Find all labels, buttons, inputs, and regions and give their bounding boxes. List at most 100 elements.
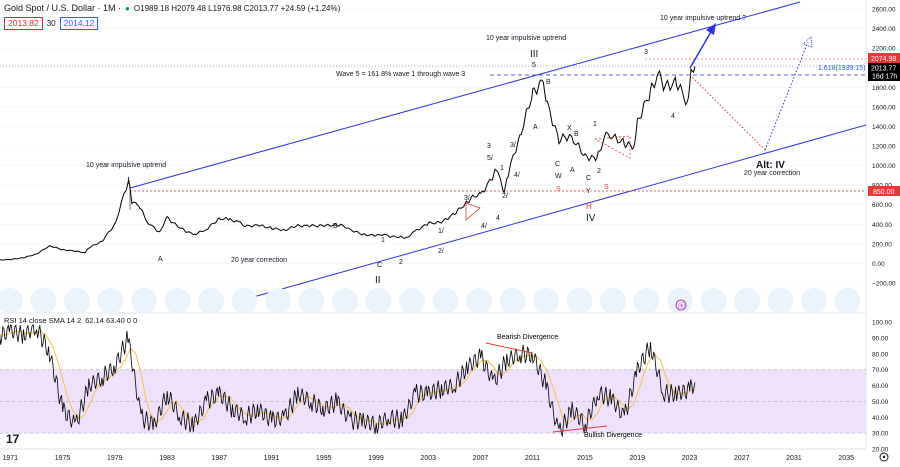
separator-bubble (466, 288, 492, 314)
pane-separator[interactable] (0, 288, 866, 314)
correction-left-label: 20 year correction (231, 257, 287, 264)
separator-bubble (399, 288, 425, 314)
wave-label: 3/ (464, 195, 470, 202)
wave-label: 1 (593, 121, 597, 128)
rsi-tick-label: 30.00 (872, 431, 889, 438)
rsi-legend[interactable]: RSI 14 close SMA 14 2 62.14 63.40 0 0 (4, 316, 137, 325)
price-label-last: 2013.77 16d 17h (868, 63, 900, 81)
uptrend-mid-label: 10 year impulsive uptrend (486, 35, 566, 42)
triangle-marker-1 (465, 202, 481, 221)
ask-button[interactable]: 2014.12 (59, 17, 99, 30)
wave-label: 4/ (481, 223, 487, 230)
rsi-grid (0, 369, 866, 434)
time-axis[interactable]: 1971 1975 1979 1983 1987 1991 1995 1999 2003 2007… (2, 455, 854, 462)
bearish-divergence-line (485, 342, 533, 354)
time-tick-label: 1971 (2, 455, 18, 462)
price-tick-label: 400.00 (872, 222, 892, 229)
wave-IV-label: IV (586, 213, 596, 224)
rsi-sma-line (0, 330, 696, 426)
svg-text:2074.98: 2074.98 (871, 56, 896, 63)
wave-label: 3/ (510, 142, 516, 149)
price-tick-label: 0.00 (872, 261, 885, 268)
svg-text:16d 17h: 16d 17h (872, 74, 897, 81)
wave-label: B (333, 223, 338, 230)
rsi-tick-label: 90.00 (872, 335, 889, 342)
separator-bubble (164, 288, 191, 314)
fib-label: 1.618(1939.15) (818, 65, 865, 72)
price-tick-label: −200.00 (872, 281, 896, 288)
separator-bubble (700, 288, 727, 314)
wave-label: 2 (597, 168, 601, 175)
wave-label: S (604, 184, 609, 191)
price-tick-label: 2600.00 (872, 7, 896, 14)
projection-up-arrow[interactable] (689, 29, 713, 69)
settings-icon[interactable] (879, 452, 889, 462)
separator-bubble (30, 288, 57, 314)
wave-label: 4 (496, 215, 500, 222)
wave-label: 4 (671, 113, 675, 120)
bullish-divergence-label: Bullish Divergence (584, 432, 642, 439)
channel-lower-line[interactable] (231, 124, 867, 304)
time-tick-label: 2011 (525, 455, 540, 462)
wave-label: A (533, 124, 538, 131)
separator-bubble (834, 288, 861, 314)
separator-bubble (231, 288, 258, 314)
time-tick-label: 2019 (629, 455, 645, 462)
rsi-tick-label: 60.00 (872, 383, 889, 390)
wave-label: C (586, 175, 591, 182)
wave-label: 1 (500, 165, 504, 172)
wave-label: W (555, 173, 562, 180)
time-tick-label: 2003 (420, 455, 436, 462)
correction-right-label: 20 year correction (744, 170, 800, 177)
bid-button[interactable]: 2013.82 (4, 17, 43, 30)
rsi-axis[interactable]: 100.00 90.00 80.00 70.00 60.00 50.00 40.00 30.0… (872, 320, 892, 454)
annotations: 10 year impulsive uptrend ? 10 year impu… (86, 15, 865, 286)
wave-label: 2/ (502, 193, 508, 200)
time-tick-label: 1991 (264, 455, 280, 462)
wave-H-label: H (586, 202, 592, 211)
uptrend-left-label: 10 year impulsive uptrend (86, 162, 166, 169)
price-tick-label: 1000.00 (872, 163, 896, 170)
price-tick-label: 200.00 (872, 241, 892, 248)
wave-label: 5 (532, 62, 536, 69)
wave-label: Y (586, 188, 591, 195)
ohlc-values: O1989.18 H2079.48 L1976.98 C2013.77 +24.… (133, 3, 341, 13)
time-tick-label: 2007 (473, 455, 489, 462)
svg-text:2013.77: 2013.77 (871, 66, 896, 73)
replay-icon[interactable]: ⓢ (675, 299, 687, 311)
time-tick-label: 1983 (159, 455, 175, 462)
price-label-level: 850.00 (868, 186, 900, 196)
separator-bubble (64, 288, 90, 314)
wave-II-label: II (375, 275, 381, 286)
price-pane (0, 0, 866, 313)
separator-bubble (298, 288, 325, 314)
top-forecast-label: 10 year impulsive uptrend ? (660, 15, 746, 22)
rsi-tick-label: 20.00 (872, 447, 889, 454)
alt-iv-label: Alt: IV (756, 160, 785, 171)
separator-bubble (265, 288, 291, 314)
time-tick-label: 1999 (368, 455, 384, 462)
separator-bubble (533, 288, 559, 314)
wave-label: A (570, 167, 575, 174)
wave5-note-label: Wave 5 = 161.8% wave 1 through wave 3 (336, 71, 465, 78)
separator-bubble (97, 288, 124, 314)
channel-upper-line[interactable] (129, 1, 801, 189)
separator-bubble (633, 288, 660, 314)
price-series-line (0, 66, 696, 261)
separator-bubble (365, 288, 392, 314)
alt-iv-red-path[interactable] (689, 74, 766, 151)
wave-label: 4/ (514, 172, 520, 179)
symbol-title[interactable]: Gold Spot / U.S. Dollar · 1M · (4, 3, 122, 13)
symbol-legend[interactable]: Gold Spot / U.S. Dollar · 1M · ● O1989.1… (4, 3, 340, 13)
rsi-title[interactable]: RSI 14 close SMA 14 2 (4, 316, 82, 325)
rsi-tick-label: 70.00 (872, 367, 889, 374)
rsi-values: 62.14 63.40 0 0 (85, 316, 138, 325)
time-tick-label: 1979 (107, 455, 123, 462)
price-label-high: 2074.98 (868, 53, 900, 63)
price-grid (0, 8, 866, 284)
arrowhead-up-icon (706, 23, 716, 35)
wave-III-label: III (530, 49, 538, 60)
wave-label: A (158, 256, 163, 263)
price-tick-label: 600.00 (872, 202, 892, 209)
